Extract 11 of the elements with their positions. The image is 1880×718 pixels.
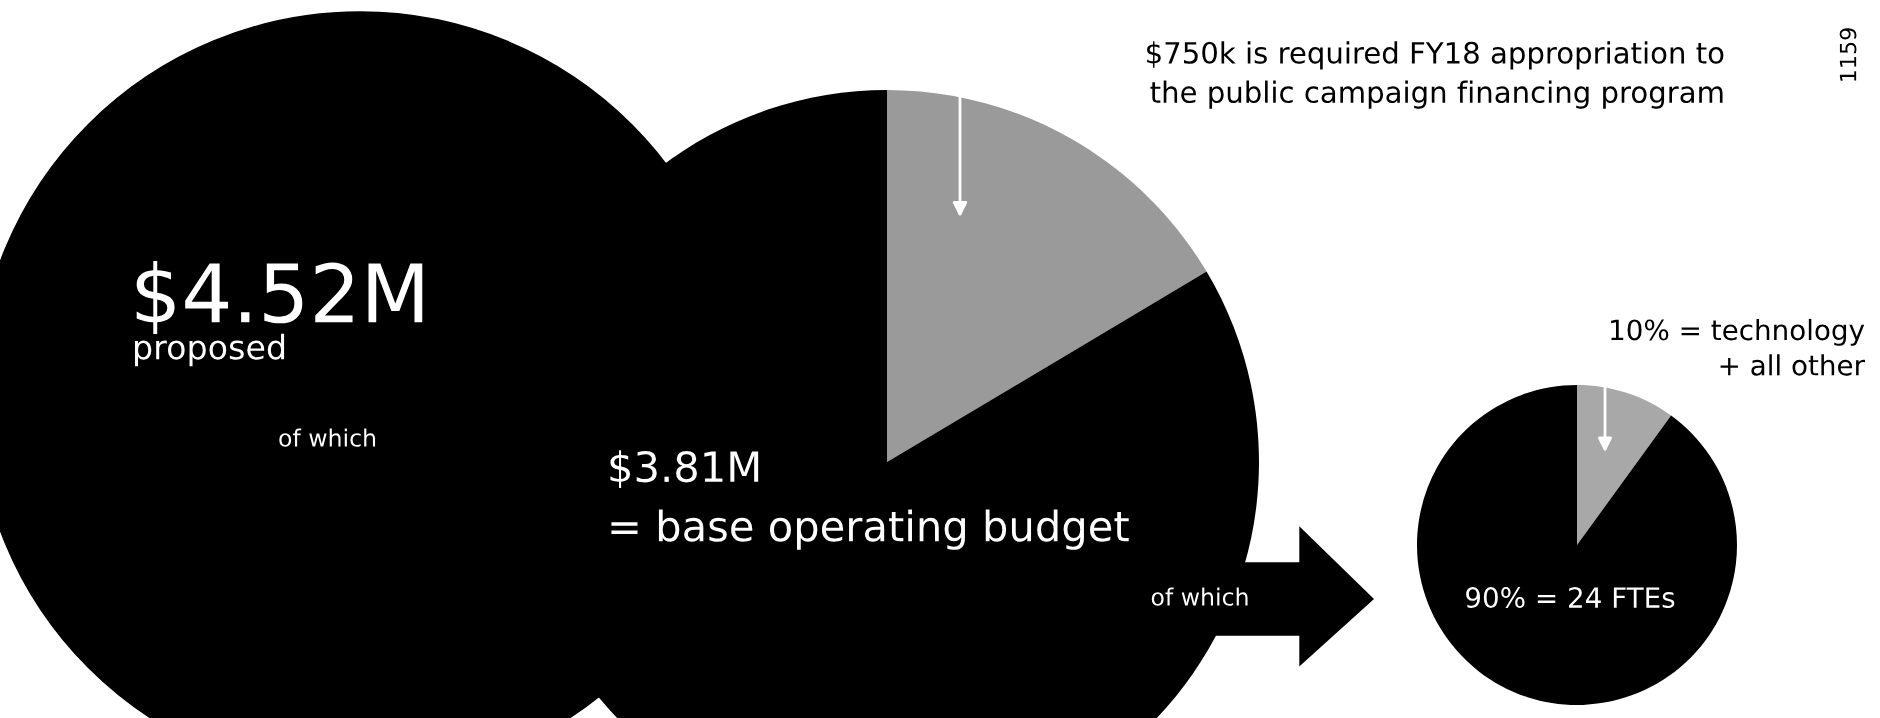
text: $4.52M (136, 261, 423, 335)
text: 1159 (1839, 28, 1857, 81)
text: proposed (135, 333, 285, 367)
slice-label: $750k is required FY18 appropriation to the public campaign financing program (1147, 41, 1724, 109)
text: of which (1151, 587, 1248, 606)
pie-slice (1417, 385, 1737, 705)
text: of which (279, 428, 376, 447)
slice-label: $3.81M = base operating budget (610, 450, 1129, 550)
pie-slice (1577, 385, 1672, 545)
slice-label: 90% = 24 FTEs (1466, 587, 1675, 609)
slice-label: 10% = technology + all other (1611, 318, 1865, 376)
